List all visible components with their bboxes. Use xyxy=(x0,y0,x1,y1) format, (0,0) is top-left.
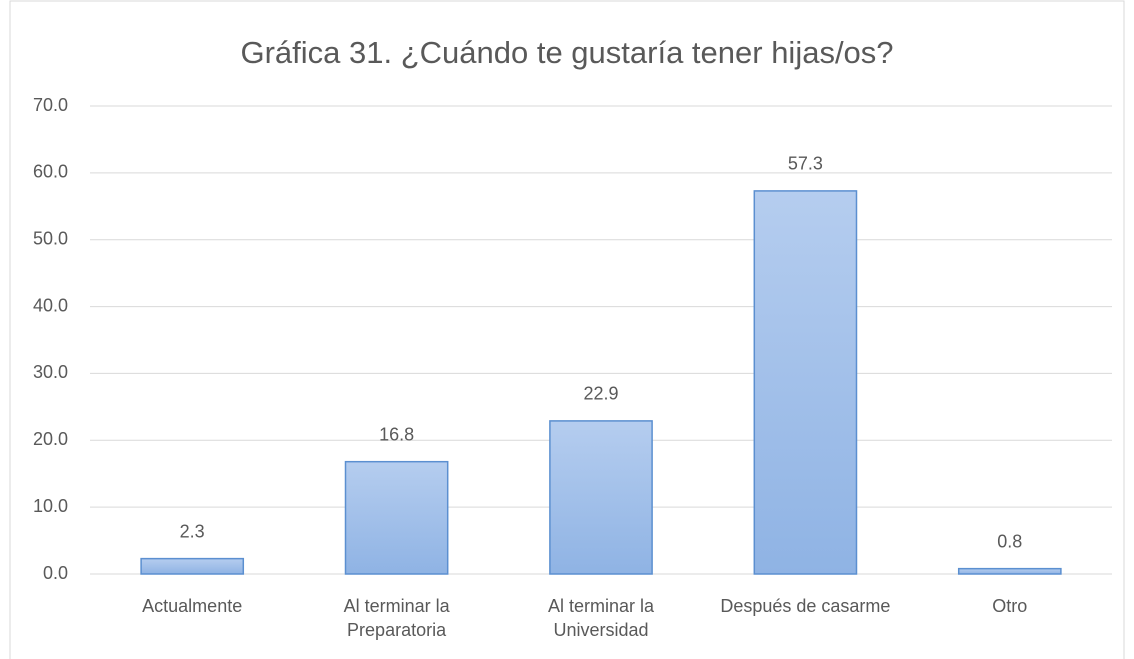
y-tick-label: 70.0 xyxy=(33,95,68,115)
x-tick-label: Después de casarme xyxy=(720,596,891,616)
y-tick-label: 0.0 xyxy=(43,563,68,583)
y-tick-label: 40.0 xyxy=(33,295,68,315)
bar xyxy=(549,420,653,575)
chart-title: Gráfica 31. ¿Cuándo te gustaría tener hi… xyxy=(240,35,893,70)
data-label: 22.9 xyxy=(583,384,618,404)
y-tick-label: 50.0 xyxy=(33,228,68,248)
y-tick-label: 30.0 xyxy=(33,362,68,382)
x-tick-label: Otro xyxy=(992,596,1028,616)
data-label: 16.8 xyxy=(379,424,414,444)
y-tick-label: 20.0 xyxy=(33,429,68,449)
y-tick-label: 10.0 xyxy=(33,496,68,516)
x-tick-label: Actualmente xyxy=(142,596,243,616)
data-label: 0.8 xyxy=(997,531,1022,551)
y-tick-label: 60.0 xyxy=(33,162,68,182)
data-label: 57.3 xyxy=(788,154,823,174)
bar xyxy=(753,190,858,575)
data-label: 2.3 xyxy=(180,521,205,541)
chart-border xyxy=(9,0,1125,659)
bar xyxy=(140,557,245,575)
x-tick-label: Al terminar la Universidad xyxy=(547,596,654,640)
bar xyxy=(344,460,449,575)
bar xyxy=(957,567,1062,575)
x-tick-label: Al terminar la Preparatoria xyxy=(343,596,450,640)
